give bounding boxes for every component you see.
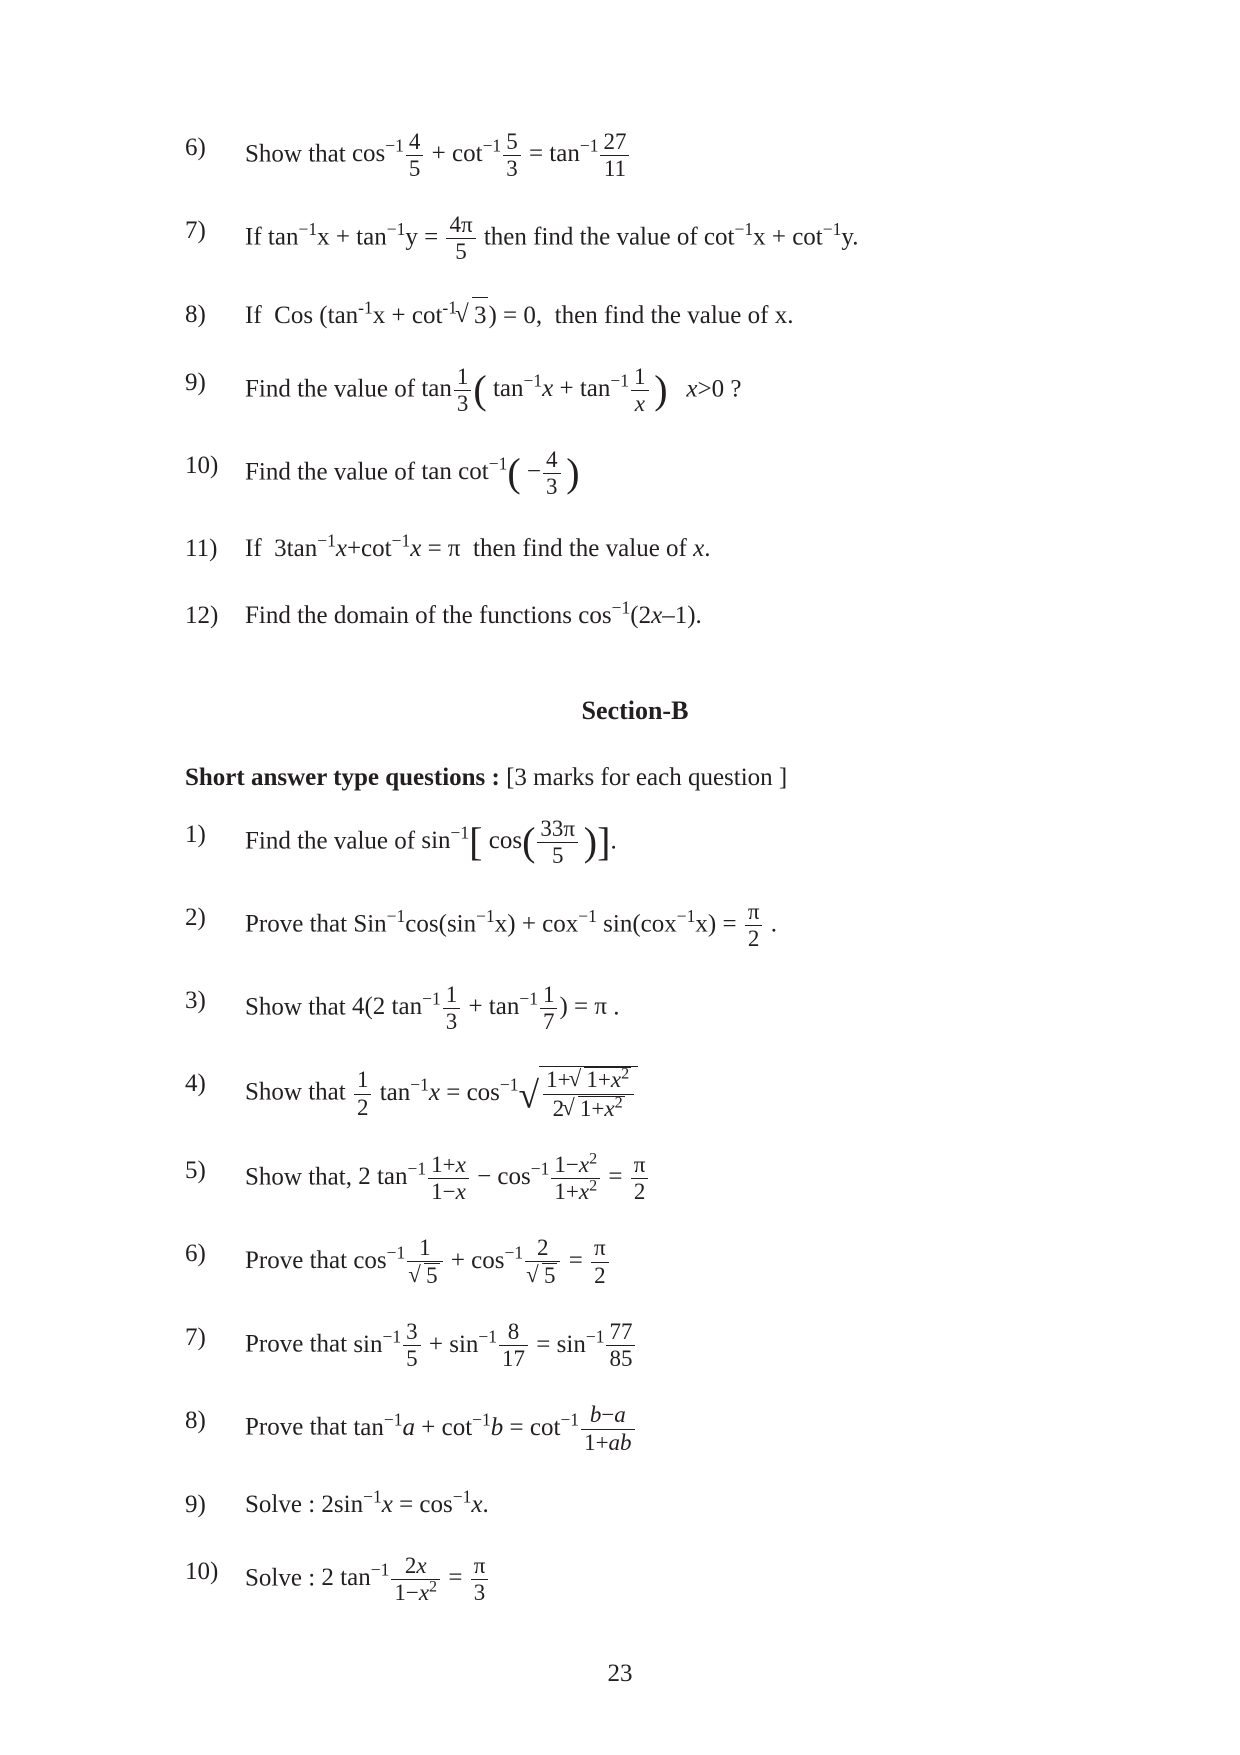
problem-stem: Show that 12 tan−1x = cos−1√1+1+x221+x2 (245, 1066, 1085, 1120)
upper-problem-list: 6)Show that cos−145 + cot−153 = tan−1271… (185, 130, 1085, 633)
section-b-heading: Section-B (185, 693, 1085, 729)
problem-number: 6) (185, 130, 245, 165)
problem-stem: Solve : 2 tan−12x1−x2 = π3 (245, 1554, 1085, 1605)
problem-row: 3)Show that 4(2 tan−113 + tan−117) = π . (185, 983, 1085, 1034)
problem-number: 10) (185, 448, 245, 483)
problem-row: 1)Find the value of sin−1[ cos(33π5)]. (185, 817, 1085, 868)
problem-row: 6)Show that cos−145 + cot−153 = tan−1271… (185, 130, 1085, 181)
page-number: 23 (0, 1660, 1240, 1688)
problem-number: 2) (185, 900, 245, 935)
problem-row: 9)Solve : 2sin−1x = cos−1x. (185, 1487, 1085, 1522)
problem-row: 10)Find the value of tan cot−1( −43) (185, 448, 1085, 499)
problem-number: 8) (185, 1403, 245, 1438)
problem-number: 10) (185, 1554, 245, 1589)
problem-number: 7) (185, 213, 245, 248)
problem-number: 8) (185, 297, 245, 332)
short-answer-head-bold: Short answer type questions : (185, 764, 500, 791)
problem-number: 4) (185, 1066, 245, 1101)
problem-number: 9) (185, 365, 245, 400)
problem-stem: Show that, 2 tan−11+x1−x − cos−11−x21+x2… (245, 1153, 1085, 1204)
problem-row: 5)Show that, 2 tan−11+x1−x − cos−11−x21+… (185, 1153, 1085, 1204)
problem-row: 11)If 3tan−1x+cot−1x = π then find the v… (185, 531, 1085, 566)
problem-row: 7)If tan−1x + tan−1y = 4π5 then find the… (185, 213, 1085, 264)
problem-row: 6)Prove that cos−115 + cos−125 = π2 (185, 1236, 1085, 1288)
problem-stem: Prove that tan−1a + cot−1b = cot−1b−a1+a… (245, 1403, 1085, 1454)
problem-number: 1) (185, 817, 245, 852)
problem-row: 10)Solve : 2 tan−12x1−x2 = π3 (185, 1554, 1085, 1605)
problem-row: 2)Prove that Sin−1cos(sin−1x) + cox−1 si… (185, 900, 1085, 951)
problem-number: 7) (185, 1320, 245, 1355)
problem-stem: If tan−1x + tan−1y = 4π5 then find the v… (245, 213, 1085, 264)
problem-stem: Prove that Sin−1cos(sin−1x) + cox−1 sin(… (245, 900, 1085, 951)
problem-stem: Find the value of tan cot−1( −43) (245, 448, 1085, 499)
page-content: 6)Show that cos−145 + cot−153 = tan−1271… (0, 0, 1240, 1605)
short-answer-heading: Short answer type questions : [3 marks f… (185, 760, 1085, 795)
problem-stem: Find the value of sin−1[ cos(33π5)]. (245, 817, 1085, 868)
problem-stem: Find the domain of the functions cos−1(2… (245, 598, 1085, 633)
problem-row: 7)Prove that sin−135 + sin−1817 = sin−17… (185, 1320, 1085, 1371)
short-answer-head-note: [3 marks for each question ] (500, 764, 787, 791)
problem-stem: Prove that cos−115 + cos−125 = π2 (245, 1236, 1085, 1288)
problem-row: 9)Find the value of tan13( tan−1x + tan−… (185, 365, 1085, 416)
problem-row: 4)Show that 12 tan−1x = cos−1√1+1+x221+x… (185, 1066, 1085, 1120)
problem-stem: Show that cos−145 + cot−153 = tan−12711 (245, 130, 1085, 181)
problem-stem: If Cos (tan-1x + cot-13) = 0, then find … (245, 297, 1085, 333)
problem-stem: Solve : 2sin−1x = cos−1x. (245, 1487, 1085, 1522)
problem-number: 12) (185, 598, 245, 633)
problem-number: 3) (185, 983, 245, 1018)
problem-row: 8)If Cos (tan-1x + cot-13) = 0, then fin… (185, 297, 1085, 333)
problem-stem: If 3tan−1x+cot−1x = π then find the valu… (245, 531, 1085, 566)
lower-problem-list: 1)Find the value of sin−1[ cos(33π5)].2)… (185, 817, 1085, 1606)
problem-stem: Show that 4(2 tan−113 + tan−117) = π . (245, 983, 1085, 1034)
problem-number: 11) (185, 531, 245, 566)
problem-row: 12)Find the domain of the functions cos−… (185, 598, 1085, 633)
problem-number: 6) (185, 1236, 245, 1271)
problem-stem: Find the value of tan13( tan−1x + tan−11… (245, 365, 1085, 416)
problem-number: 5) (185, 1153, 245, 1188)
problem-stem: Prove that sin−135 + sin−1817 = sin−1778… (245, 1320, 1085, 1371)
problem-number: 9) (185, 1487, 245, 1522)
problem-row: 8)Prove that tan−1a + cot−1b = cot−1b−a1… (185, 1403, 1085, 1454)
